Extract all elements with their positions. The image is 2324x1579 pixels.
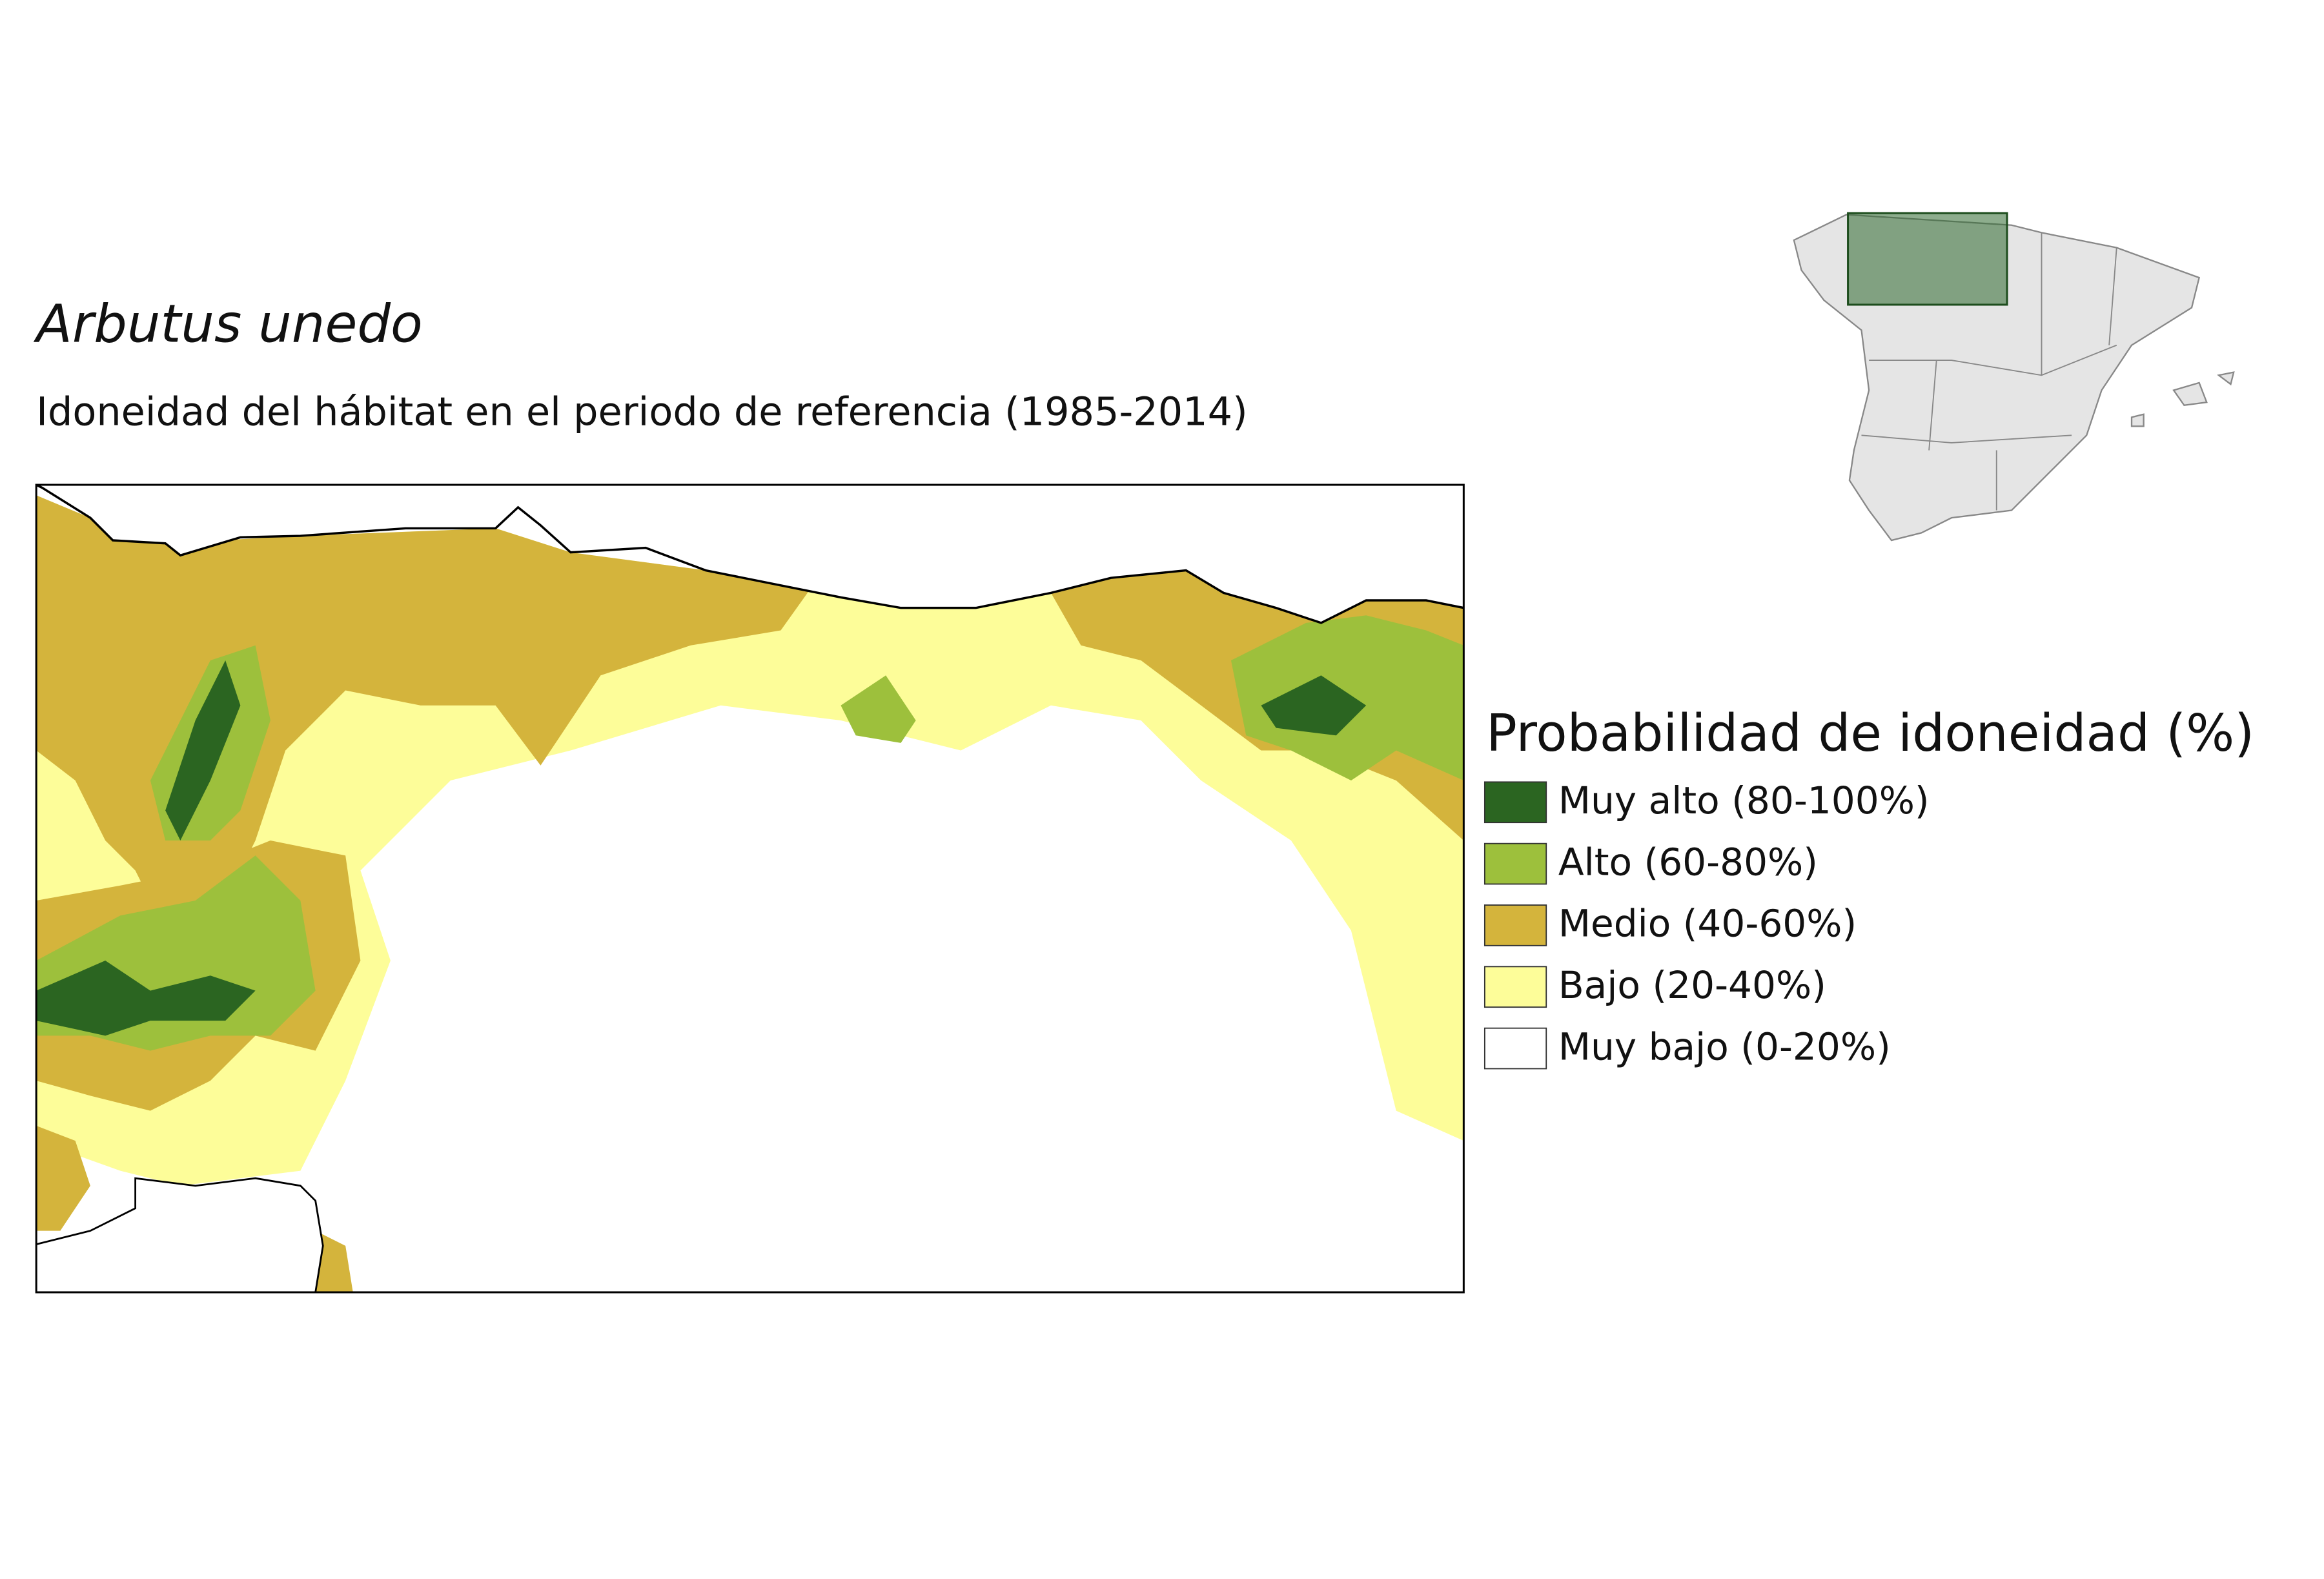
locator-map (1793, 212, 2235, 542)
legend-swatch (1483, 966, 1547, 1008)
legend-label: Alto (60-80%) (1558, 840, 1818, 884)
legend-title: Probabilidad de idoneidad (%) (1486, 704, 2254, 763)
muy-alto-area (36, 660, 1367, 1036)
map-frame (35, 484, 1465, 1294)
subtitle: Idoneidad del hábitat en el periodo de r… (36, 389, 1247, 434)
main-map (35, 484, 1465, 1294)
legend-swatch (1483, 781, 1547, 824)
legend-swatch (1483, 904, 1547, 946)
legend: Probabilidad de idoneidad (%) Muy alto (… (1483, 704, 2254, 1070)
balearic-islands (2130, 371, 2235, 427)
legend-label: Muy bajo (0-20%) (1558, 1024, 1891, 1068)
legend-label: Medio (40-60%) (1558, 902, 1857, 946)
coastline (36, 485, 1464, 624)
legend-swatch (1483, 842, 1547, 885)
title: Arbutus unedo (33, 293, 423, 354)
legend-label: Bajo (20-40%) (1558, 963, 1826, 1007)
medio-area (36, 495, 1464, 1292)
legend-label: Muy alto (80-100%) (1558, 779, 1930, 822)
regions (1861, 232, 2117, 511)
portugal-mask (36, 1177, 324, 1292)
legend-swatch (1483, 1027, 1547, 1070)
study-area (1847, 212, 2008, 306)
sea-mask (36, 485, 1464, 623)
